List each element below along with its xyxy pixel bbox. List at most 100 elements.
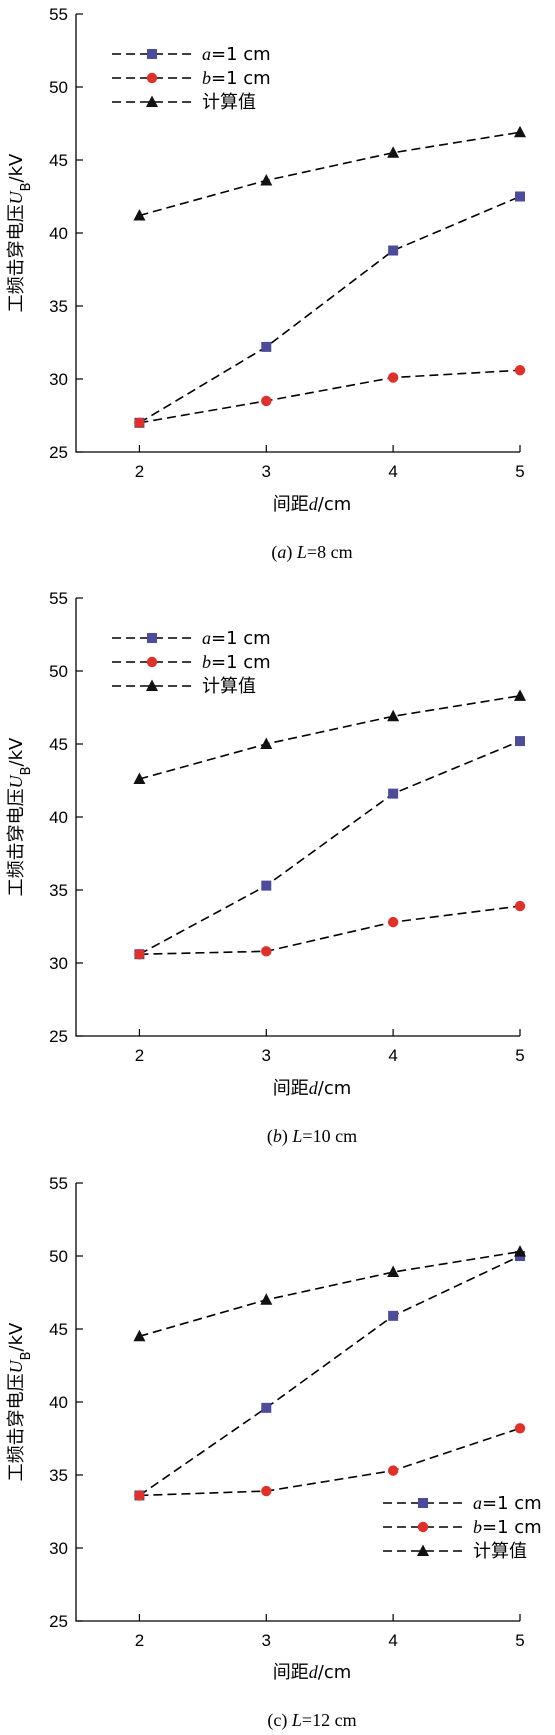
x-tick-label: 4 xyxy=(388,1631,397,1650)
data-point-series-2 xyxy=(261,946,272,957)
axes-spine xyxy=(75,1183,520,1622)
data-point-series-1 xyxy=(515,736,525,747)
panel-caption: (b) L=10 cm xyxy=(267,1126,357,1147)
series-line-2 xyxy=(139,1427,521,1497)
y-tick-label: 55 xyxy=(49,589,68,608)
series-line-1 xyxy=(139,740,521,955)
y-tick-label: 30 xyxy=(49,370,68,389)
series-line-1 xyxy=(139,195,521,424)
data-point-series-3 xyxy=(260,1293,273,1305)
data-point-series-2 xyxy=(261,1485,272,1497)
legend-marker-3 xyxy=(146,95,158,107)
x-axis-label: 间距d/cm xyxy=(273,494,352,515)
y-tick-label: 25 xyxy=(49,443,68,462)
axes-spine xyxy=(75,598,520,1037)
x-tick-label: 3 xyxy=(262,462,271,481)
legend-label-3: 计算值 xyxy=(202,676,256,697)
x-tick-label: 5 xyxy=(515,1631,524,1650)
x-tick-label: 4 xyxy=(388,462,397,481)
data-point-series-2 xyxy=(387,916,399,928)
legend-label-1: a=1 cm xyxy=(473,1493,542,1514)
y-tick-label: 30 xyxy=(49,1539,68,1558)
legend-label-3: 计算值 xyxy=(202,92,256,113)
data-point-series-3 xyxy=(387,1265,400,1278)
x-tick-label: 2 xyxy=(135,462,144,481)
data-point-series-2 xyxy=(387,372,399,383)
legend-label-2: b=1 cm xyxy=(202,68,271,89)
panel-caption: (c) L=12 cm xyxy=(267,1710,356,1731)
data-point-series-2 xyxy=(134,1490,145,1501)
data-point-series-2 xyxy=(514,365,526,376)
series-line-2 xyxy=(139,369,521,424)
data-point-series-2 xyxy=(514,900,526,912)
data-point-series-2 xyxy=(261,395,272,407)
legend-label-2: b=1 cm xyxy=(202,652,271,673)
y-tick-label: 45 xyxy=(49,151,68,170)
y-tick-label: 25 xyxy=(49,1612,68,1631)
data-point-series-3 xyxy=(133,1329,146,1342)
y-tick-label: 50 xyxy=(49,78,68,97)
data-point-series-3 xyxy=(387,709,400,722)
legend-label-1: a=1 cm xyxy=(202,628,271,649)
x-tick-label: 2 xyxy=(135,1631,144,1650)
panel-caption: (a) L=8 cm xyxy=(271,542,352,563)
data-point-series-3 xyxy=(387,146,400,158)
data-point-series-1 xyxy=(261,1402,272,1413)
data-point-series-3 xyxy=(514,1245,526,1257)
legend-marker-3 xyxy=(146,679,158,691)
data-point-series-3 xyxy=(260,737,273,749)
legend-label-2: b=1 cm xyxy=(473,1517,542,1538)
legend-marker-2 xyxy=(146,72,158,84)
legend-marker-1 xyxy=(418,1498,428,1508)
y-tick-label: 40 xyxy=(49,224,68,243)
data-point-series-1 xyxy=(388,1310,399,1321)
series-line-1 xyxy=(138,1255,521,1497)
y-tick-label: 40 xyxy=(49,808,68,827)
series-line-2 xyxy=(139,905,521,956)
data-point-series-1 xyxy=(388,245,399,256)
y-tick-label: 45 xyxy=(49,735,68,754)
y-tick-label: 50 xyxy=(49,662,68,681)
y-axis-label: 工频击穿电压UB/kV xyxy=(6,1322,34,1481)
legend-marker-3 xyxy=(417,1544,429,1556)
data-point-series-1 xyxy=(388,788,399,799)
series-line-3 xyxy=(139,695,521,780)
y-tick-label: 35 xyxy=(49,297,68,316)
y-tick-label: 35 xyxy=(49,881,68,900)
data-point-series-2 xyxy=(134,949,145,960)
data-point-series-3 xyxy=(133,208,146,221)
y-tick-label: 50 xyxy=(49,1247,68,1266)
y-tick-label: 30 xyxy=(49,954,68,973)
legend-marker-1 xyxy=(147,49,157,59)
data-point-series-2 xyxy=(387,1465,399,1476)
legend-marker-2 xyxy=(146,656,158,668)
y-tick-label: 55 xyxy=(49,5,68,24)
data-point-series-3 xyxy=(133,772,146,785)
series-line-3 xyxy=(139,131,521,217)
x-tick-label: 5 xyxy=(515,462,524,481)
x-tick-label: 3 xyxy=(262,1046,271,1065)
x-tick-label: 2 xyxy=(135,1046,144,1065)
y-axis-label: 工频击穿电压UB/kV xyxy=(6,153,34,312)
y-tick-label: 25 xyxy=(49,1027,68,1046)
data-point-series-2 xyxy=(514,1423,526,1434)
y-tick-label: 35 xyxy=(49,1466,68,1485)
legend-marker-1 xyxy=(147,633,157,643)
data-point-series-3 xyxy=(260,173,273,186)
legend-label-1: a=1 cm xyxy=(202,44,271,65)
x-tick-label: 3 xyxy=(262,1631,271,1650)
data-point-series-1 xyxy=(261,880,272,891)
x-axis-label: 间距d/cm xyxy=(273,1078,352,1099)
x-axis-label: 间距d/cm xyxy=(273,1662,352,1683)
y-axis-label: 工频击穿电压UB/kV xyxy=(6,737,34,896)
data-point-series-3 xyxy=(514,689,526,701)
y-tick-label: 40 xyxy=(49,1393,68,1412)
data-point-series-3 xyxy=(514,125,526,138)
data-point-series-1 xyxy=(515,191,525,202)
data-point-series-1 xyxy=(261,341,272,352)
